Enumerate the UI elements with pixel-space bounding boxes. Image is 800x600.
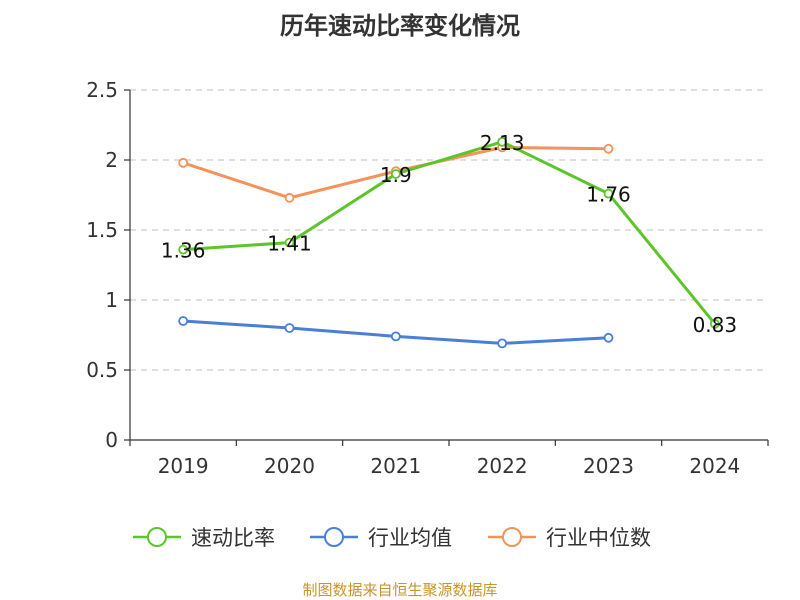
source-note: 制图数据来自恒生聚源数据库 — [302, 581, 498, 599]
data-point — [178, 157, 189, 168]
data-label: 1.9 — [380, 163, 412, 187]
data-point — [284, 237, 295, 248]
data-label: 1.36 — [161, 239, 206, 263]
data-point — [284, 192, 295, 203]
data-point — [178, 316, 189, 326]
data-label: 2.13 — [480, 131, 525, 155]
x-tick-label: 2021 — [370, 454, 421, 478]
series-line — [183, 140, 716, 325]
x-tick-label: 2019 — [158, 454, 209, 478]
x-tick-label: 2024 — [689, 454, 740, 478]
y-tick-label: 1.5 — [86, 218, 118, 242]
data-label: 0.83 — [693, 313, 738, 337]
data-point — [603, 332, 614, 343]
data-label: 1.41 — [267, 232, 312, 256]
legend-swatch-marker — [147, 527, 167, 547]
x-tick-label: 2020 — [264, 454, 315, 478]
data-point — [497, 338, 508, 349]
chart-title: 历年速动比率变化情况 — [280, 12, 520, 40]
legend-label: 行业中位数 — [546, 526, 651, 550]
data-point — [497, 136, 508, 147]
data-point — [284, 323, 295, 333]
y-tick-label: 0 — [105, 428, 118, 452]
y-tick-label: 2.5 — [86, 78, 118, 102]
legend-swatch-marker — [324, 527, 344, 547]
x-tick-label: 2022 — [477, 454, 528, 478]
y-tick-label: 0.5 — [86, 358, 118, 382]
legend-swatch-marker — [502, 527, 522, 547]
data-point — [603, 188, 614, 199]
data-point — [178, 244, 189, 255]
x-tick-label: 2023 — [583, 454, 634, 478]
legend-label: 速动比率 — [191, 526, 275, 550]
data-point — [709, 318, 720, 329]
y-tick-label: 1 — [105, 288, 118, 312]
y-tick-label: 2 — [105, 148, 118, 172]
data-point — [390, 169, 401, 179]
legend-label: 行业均值 — [368, 526, 452, 550]
data-label: 1.76 — [586, 183, 631, 207]
data-point — [603, 143, 614, 154]
data-point — [390, 331, 401, 342]
